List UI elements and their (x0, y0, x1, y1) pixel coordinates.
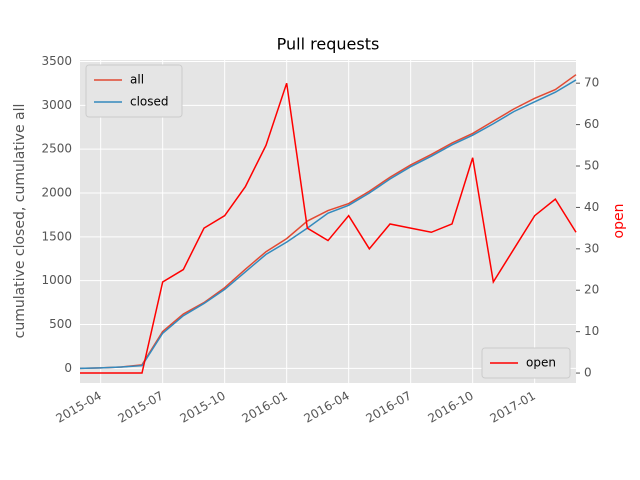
y2-tick-label: 10 (584, 324, 599, 338)
x-tick-label: 2017-01 (487, 389, 537, 426)
y-tick-label: 3000 (41, 98, 72, 112)
y2-tick-label: 0 (584, 366, 592, 380)
y-tick-label: 500 (49, 317, 72, 331)
legend-label: closed (130, 95, 169, 109)
legend-box (481, 347, 571, 379)
x-tick-label: 2016-07 (363, 389, 413, 426)
y-tick-label: 1500 (41, 229, 72, 243)
x-tick-label: 2016-10 (425, 389, 475, 426)
y2-tick-label: 40 (584, 200, 599, 214)
y-tick-label: 0 (64, 361, 72, 375)
y2-tick-label: 60 (584, 117, 599, 131)
x-tick-label: 2015-04 (53, 389, 103, 426)
y-tick-label: 1000 (41, 273, 72, 287)
y2-tick-label: 50 (584, 159, 599, 173)
y-tick-label: 2500 (41, 142, 72, 156)
y2-tick-label: 70 (584, 76, 599, 90)
line-all (79, 74, 577, 370)
x-tick-label: 2016-01 (239, 389, 289, 426)
y-tick-label: 3500 (41, 54, 72, 68)
y-axis-label: cumulative closed, cumulative all (12, 104, 28, 339)
x-tick-label: 2016-04 (301, 389, 351, 426)
x-tick-label: 2015-10 (177, 389, 227, 426)
line-closed (79, 79, 577, 370)
x-tick-label: 2015-07 (115, 389, 165, 426)
chart-title: Pull requests (277, 35, 380, 54)
legend-box (85, 64, 183, 118)
legend-label: all (130, 73, 144, 87)
y2-tick-label: 20 (584, 283, 599, 297)
y2-axis-label: open (611, 204, 627, 239)
line-open (80, 82, 577, 374)
y2-tick-label: 30 (584, 241, 599, 255)
legend-label: open (526, 356, 556, 370)
y-tick-label: 2000 (41, 186, 72, 200)
